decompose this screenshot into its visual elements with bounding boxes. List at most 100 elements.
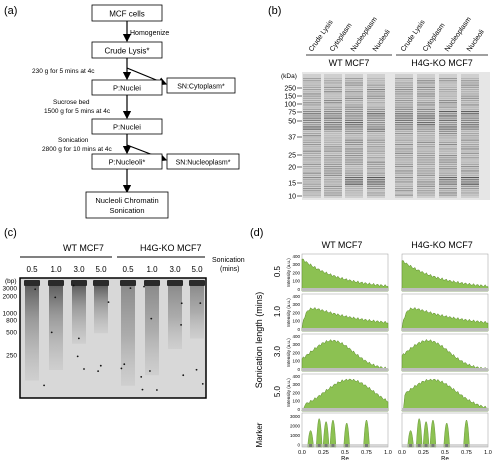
gel-band: [345, 190, 363, 192]
gel-band: [367, 150, 385, 152]
gel-band: [345, 111, 363, 113]
gel-band: [324, 89, 342, 91]
gel-band: [461, 181, 479, 183]
gel-band: [395, 170, 413, 172]
gel-band: [417, 133, 435, 135]
gel-band: [417, 108, 435, 110]
profile-ytick: 100: [292, 319, 300, 324]
gel-band: [324, 166, 342, 168]
gel-band: [395, 137, 413, 139]
gel-band: [345, 181, 363, 183]
gel-band: [439, 192, 457, 194]
gel-lane: [417, 74, 435, 198]
gel-band: [395, 130, 413, 132]
profile-ytick: 0: [297, 287, 300, 292]
gel-band: [417, 148, 435, 150]
marker-ytick: 3000: [290, 414, 301, 419]
sonication-time: 0.5: [26, 265, 38, 274]
gel-band: [324, 172, 342, 174]
gel-band: [417, 192, 435, 194]
gel-band: [417, 100, 435, 102]
gel-band: [439, 168, 457, 170]
gel-band: [417, 194, 435, 196]
gel-band: [395, 159, 413, 161]
gel-band: [367, 111, 385, 113]
gel-band: [345, 177, 363, 179]
gel-band: [345, 93, 363, 95]
gel-band: [417, 82, 435, 84]
gel-band: [303, 124, 321, 126]
gel-band: [461, 86, 479, 88]
gel-band: [303, 82, 321, 84]
gel-band: [395, 89, 413, 91]
gel-band: [303, 177, 321, 179]
intensity-label: Intensity (a.u.): [286, 378, 291, 407]
gel-band: [417, 78, 435, 80]
profile-ytick: 200: [292, 390, 300, 395]
profile-lane-strip: [302, 368, 388, 371]
dna-smear: [49, 286, 63, 370]
gel-band: [303, 126, 321, 128]
gel-band: [417, 141, 435, 143]
gel-band: [417, 111, 435, 113]
gel-band: [324, 111, 342, 113]
bp-marker-label: 800: [6, 318, 17, 325]
gel-band: [324, 183, 342, 185]
gel-band: [367, 102, 385, 104]
kda-marker-label: 10: [288, 194, 296, 201]
gel-band: [439, 181, 457, 183]
gel-speck: [43, 384, 45, 387]
gel-band: [324, 179, 342, 181]
gel-speck: [50, 331, 53, 334]
gel-band: [417, 168, 435, 170]
gel-band: [303, 100, 321, 102]
gel-band: [367, 188, 385, 190]
gel-band: [303, 128, 321, 130]
gel-band: [417, 113, 435, 115]
gel-band: [324, 93, 342, 95]
gel-band: [367, 172, 385, 174]
gel-band: [303, 141, 321, 143]
row-label: 1.0: [273, 305, 282, 317]
gel-band: [367, 155, 385, 157]
profile-area: [401, 260, 489, 292]
profile-xtick: 0.25: [318, 450, 329, 456]
gel-band: [461, 133, 479, 135]
kda-marker-label: 150: [284, 94, 296, 101]
gel-band: [303, 113, 321, 115]
gel-well: [71, 280, 87, 286]
gel-band: [461, 155, 479, 157]
gel-band: [324, 102, 342, 104]
gel-band: [324, 100, 342, 102]
gel-speck: [120, 367, 123, 370]
gel-band: [303, 144, 321, 146]
profile-xtick: 0.5: [341, 450, 349, 456]
lane-label: Nucleoli: [372, 28, 392, 53]
gel-band: [439, 78, 457, 80]
gel-band: [324, 78, 342, 80]
box-nucleoplasm: [166, 153, 240, 170]
gel-band: [439, 150, 457, 152]
gel-band: [461, 117, 479, 119]
gel-band: [439, 137, 457, 139]
gel-band: [439, 133, 457, 135]
gel-band: [461, 97, 479, 99]
gel-band: [439, 84, 457, 86]
profile-ytick: 300: [292, 382, 300, 387]
gel-band: [395, 148, 413, 150]
gel-speck: [195, 368, 198, 371]
gel-band: [345, 124, 363, 126]
gel-band: [417, 188, 435, 190]
panel-d-label: (d): [250, 227, 263, 239]
profile-area: [401, 307, 489, 332]
gel-band: [367, 86, 385, 88]
marker-lane-strip: [402, 444, 488, 447]
profile-area: [301, 339, 389, 372]
gel-well: [120, 280, 136, 286]
gel-band: [345, 133, 363, 135]
dna-smear: [190, 286, 204, 339]
box-nucleoli-text: P:Nucleoli*: [109, 158, 146, 167]
gel-speck: [141, 388, 144, 391]
gel-band: [345, 95, 363, 97]
sonication-time: 0.5: [122, 265, 134, 274]
